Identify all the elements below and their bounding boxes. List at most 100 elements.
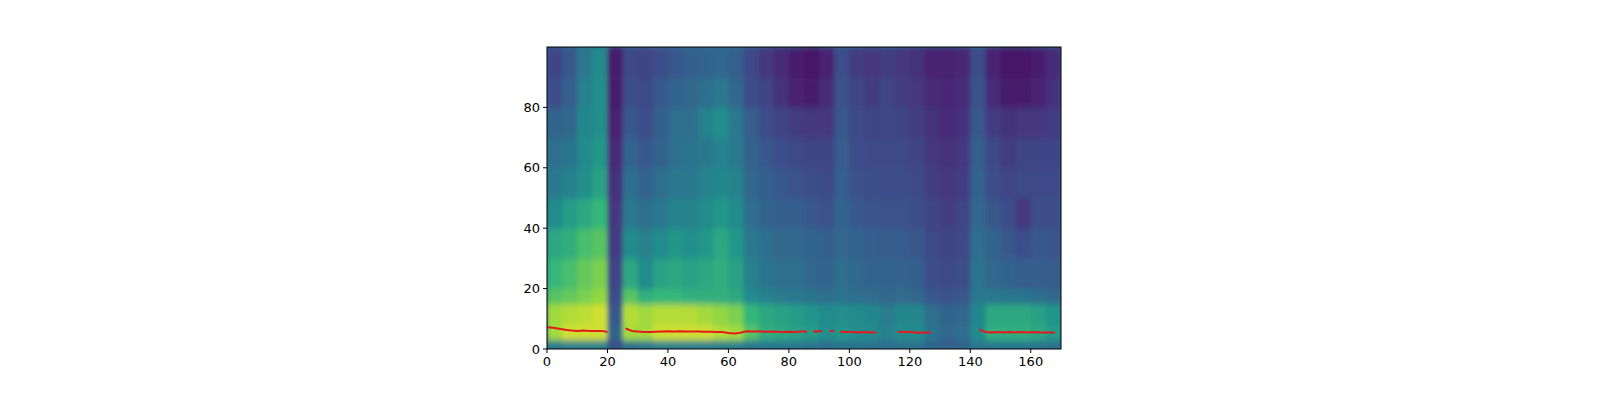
heat-cell bbox=[940, 47, 956, 78]
heat-cell bbox=[577, 138, 593, 169]
heat-cell bbox=[955, 77, 971, 108]
x-tick bbox=[1030, 349, 1031, 353]
heat-cell bbox=[985, 47, 1001, 78]
heat-cell bbox=[607, 77, 623, 108]
heat-cell bbox=[668, 325, 684, 341]
heat-cell bbox=[1031, 258, 1047, 289]
x-tick-label: 80 bbox=[781, 354, 798, 369]
heat-cell bbox=[562, 228, 578, 259]
heat-cell bbox=[547, 289, 563, 305]
heat-cell bbox=[955, 138, 971, 169]
x-tick-label: 20 bbox=[599, 354, 616, 369]
heat-cell bbox=[592, 228, 608, 259]
heat-cell bbox=[774, 138, 790, 169]
heat-cell bbox=[864, 107, 880, 138]
frame bbox=[547, 47, 1061, 349]
heat-cell bbox=[910, 138, 926, 169]
heat-cell bbox=[789, 47, 805, 78]
heat-cell bbox=[577, 107, 593, 138]
heat-cell bbox=[819, 168, 835, 199]
heat-cell bbox=[592, 304, 608, 326]
heat-cell bbox=[592, 340, 608, 349]
heat-cell bbox=[562, 168, 578, 199]
heat-cell bbox=[985, 77, 1001, 108]
heat-cell bbox=[849, 228, 865, 259]
heat-cell bbox=[1001, 228, 1017, 259]
heat-cell bbox=[940, 138, 956, 169]
heat-cell bbox=[683, 77, 699, 108]
heat-cell bbox=[864, 340, 880, 349]
heat-cell bbox=[955, 258, 971, 289]
heat-cell bbox=[713, 228, 729, 259]
heat-cell bbox=[1031, 228, 1047, 259]
heat-cell bbox=[985, 340, 1001, 349]
x-tick bbox=[849, 349, 850, 353]
y-tick-label: 40 bbox=[523, 221, 540, 236]
heat-cell bbox=[985, 168, 1001, 199]
heat-cell bbox=[880, 198, 896, 229]
heat-cell bbox=[728, 198, 744, 229]
heat-cell bbox=[1016, 258, 1032, 289]
heat-cell bbox=[547, 138, 563, 169]
heat-cell bbox=[623, 258, 639, 289]
heat-cell bbox=[547, 168, 563, 199]
heat-cell bbox=[1016, 198, 1032, 229]
heat-cell bbox=[834, 228, 850, 259]
heat-cell bbox=[562, 47, 578, 78]
heat-cell bbox=[713, 258, 729, 289]
heat-cell bbox=[744, 198, 760, 229]
heat-cell bbox=[804, 289, 820, 305]
heat-cell bbox=[804, 107, 820, 138]
heat-cell bbox=[728, 138, 744, 169]
heat-cell bbox=[1001, 258, 1017, 289]
heat-cell bbox=[849, 304, 865, 326]
heat-cell bbox=[925, 340, 941, 349]
heat-cell bbox=[970, 304, 986, 326]
heat-cell bbox=[985, 289, 1001, 305]
heat-cell bbox=[623, 107, 639, 138]
heat-cell bbox=[638, 198, 654, 229]
heat-cell bbox=[789, 340, 805, 349]
heat-cell bbox=[880, 168, 896, 199]
heat-cell bbox=[698, 47, 714, 78]
heat-cell bbox=[789, 138, 805, 169]
heat-cell bbox=[864, 258, 880, 289]
heat-cell bbox=[683, 138, 699, 169]
heat-cell bbox=[728, 228, 744, 259]
heat-cell bbox=[668, 47, 684, 78]
heat-cell bbox=[668, 340, 684, 349]
heat-cell bbox=[759, 289, 775, 305]
heat-cell bbox=[698, 107, 714, 138]
x-tick-label: 160 bbox=[1018, 354, 1043, 369]
heat-cell bbox=[940, 289, 956, 305]
heat-cell bbox=[864, 304, 880, 326]
heat-cell bbox=[849, 258, 865, 289]
heat-cell bbox=[623, 228, 639, 259]
heat-cell bbox=[759, 47, 775, 78]
heat-cell bbox=[834, 198, 850, 229]
x-tick-label: 60 bbox=[720, 354, 737, 369]
heat-cell bbox=[774, 304, 790, 326]
y-tick bbox=[543, 107, 547, 108]
heat-cell bbox=[668, 138, 684, 169]
heat-cell bbox=[970, 340, 986, 349]
y-tick-label: 0 bbox=[532, 342, 540, 357]
heat-cell bbox=[1016, 47, 1032, 78]
heat-cell bbox=[698, 168, 714, 199]
heat-cell bbox=[834, 138, 850, 169]
heat-cell bbox=[547, 258, 563, 289]
heat-cell bbox=[819, 198, 835, 229]
heat-cell bbox=[955, 289, 971, 305]
heat-cell bbox=[789, 107, 805, 138]
heat-cell bbox=[880, 304, 896, 326]
heat-cell bbox=[849, 107, 865, 138]
heat-cell bbox=[774, 198, 790, 229]
heat-cell bbox=[985, 304, 1001, 326]
heat-cell bbox=[577, 47, 593, 78]
heat-cell bbox=[744, 138, 760, 169]
heat-cell bbox=[985, 138, 1001, 169]
heat-cell bbox=[880, 77, 896, 108]
heat-cell bbox=[955, 325, 971, 341]
x-tick-label: 40 bbox=[660, 354, 677, 369]
x-tick bbox=[788, 349, 789, 353]
